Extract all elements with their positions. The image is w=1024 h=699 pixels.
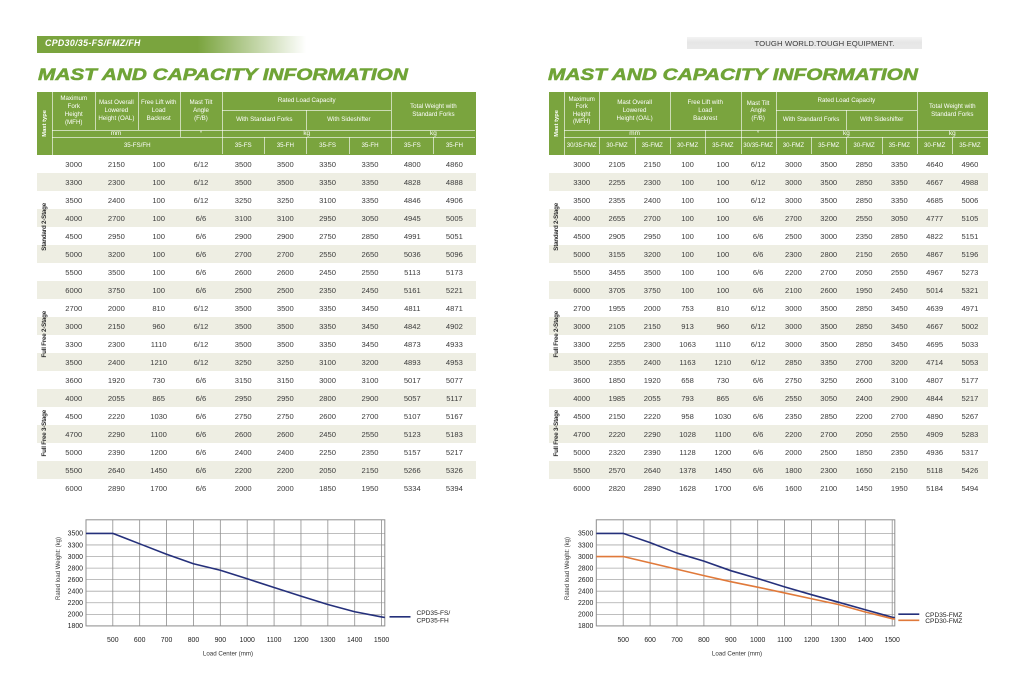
svg-text:1500: 1500 [374, 637, 389, 644]
svg-text:2200: 2200 [578, 600, 593, 607]
svg-text:900: 900 [215, 637, 227, 644]
svg-text:1500: 1500 [885, 637, 900, 644]
svg-text:3500: 3500 [68, 531, 83, 538]
svg-text:2000: 2000 [68, 612, 83, 619]
svg-text:3000: 3000 [68, 554, 83, 561]
svg-text:700: 700 [671, 637, 683, 644]
svg-text:3500: 3500 [578, 531, 593, 538]
svg-text:1300: 1300 [831, 637, 846, 644]
svg-text:1100: 1100 [267, 637, 282, 644]
svg-text:1000: 1000 [240, 637, 255, 644]
svg-text:3300: 3300 [68, 542, 83, 549]
svg-text:600: 600 [644, 637, 656, 644]
svg-text:Rated load Weight: (kg): Rated load Weight: (kg) [56, 537, 62, 600]
svg-text:3000: 3000 [578, 554, 593, 561]
svg-text:900: 900 [725, 637, 737, 644]
svg-text:Load Center (mm): Load Center (mm) [203, 650, 253, 657]
svg-text:800: 800 [188, 637, 200, 644]
svg-text:500: 500 [107, 637, 119, 644]
svg-text:800: 800 [698, 637, 710, 644]
svg-text:1400: 1400 [347, 637, 362, 644]
svg-text:500: 500 [617, 637, 629, 644]
svg-text:600: 600 [134, 637, 146, 644]
svg-text:1200: 1200 [293, 637, 308, 644]
svg-text:1800: 1800 [578, 623, 593, 630]
svg-text:2400: 2400 [578, 589, 593, 596]
svg-text:CPD35-FH: CPD35-FH [417, 617, 449, 624]
svg-text:1100: 1100 [777, 637, 792, 644]
svg-text:2800: 2800 [68, 565, 83, 572]
svg-text:700: 700 [161, 637, 173, 644]
svg-text:1200: 1200 [804, 637, 819, 644]
svg-text:1000: 1000 [750, 637, 765, 644]
svg-text:2600: 2600 [578, 577, 593, 584]
svg-text:Rated load Weight: (kg): Rated load Weight: (kg) [565, 537, 571, 600]
svg-text:CPD30-FMZ: CPD30-FMZ [925, 618, 962, 625]
svg-text:2800: 2800 [578, 565, 593, 572]
svg-text:CPD35-FS/: CPD35-FS/ [417, 610, 451, 617]
svg-text:2600: 2600 [68, 577, 83, 584]
svg-text:2000: 2000 [578, 612, 593, 619]
svg-text:1800: 1800 [68, 623, 83, 630]
svg-text:CPD35-FMZ: CPD35-FMZ [925, 612, 962, 619]
svg-text:2200: 2200 [68, 600, 83, 607]
svg-text:Load Center (mm): Load Center (mm) [712, 650, 762, 657]
svg-text:3300: 3300 [578, 542, 593, 549]
svg-text:1400: 1400 [858, 637, 873, 644]
svg-text:1300: 1300 [320, 637, 335, 644]
svg-text:2400: 2400 [68, 589, 83, 596]
